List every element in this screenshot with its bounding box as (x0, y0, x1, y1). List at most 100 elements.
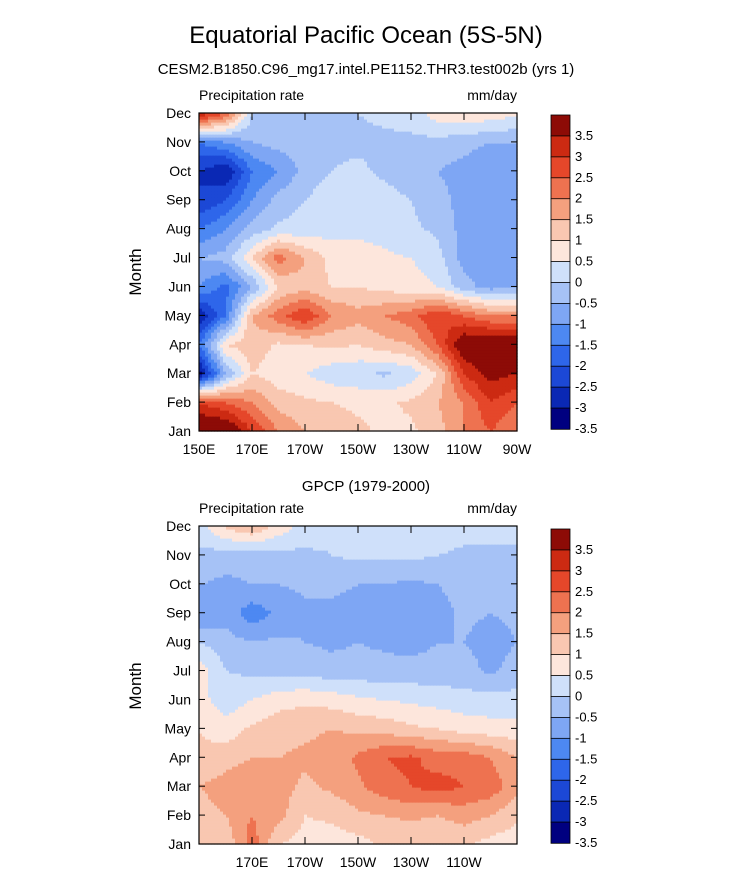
contour-cell (409, 389, 413, 393)
contour-cell (379, 329, 383, 333)
contour-cell (508, 371, 512, 375)
contour-cell (331, 386, 335, 390)
contour-cell (454, 410, 458, 414)
contour-cell (229, 398, 233, 402)
contour-cell (217, 368, 221, 372)
contour-cell (319, 326, 323, 330)
contour-cell (454, 419, 458, 423)
contour-cell (259, 338, 263, 342)
contour-cell (364, 323, 368, 327)
contour-cell (265, 311, 269, 315)
contour-cell (412, 380, 416, 384)
contour-cell (391, 323, 395, 327)
contour-cell (259, 347, 263, 351)
contour-cell (223, 320, 227, 324)
contour-cell (511, 335, 515, 339)
contour-cell (268, 314, 272, 318)
contour-cell (292, 404, 296, 408)
contour-cell (217, 335, 221, 339)
contour-cell (223, 371, 227, 375)
contour-cell (241, 362, 245, 366)
contour-cell (337, 401, 341, 405)
contour-cell (391, 377, 395, 381)
contour-cell (436, 374, 440, 378)
contour-cell (457, 314, 461, 318)
contour-cell (388, 356, 392, 360)
contour-cell (448, 356, 452, 360)
contour-cell (508, 314, 512, 318)
contour-cell (223, 332, 227, 336)
contour-cell (199, 326, 203, 330)
contour-cell (427, 335, 431, 339)
contour-cell (475, 308, 479, 312)
contour-cell (505, 395, 509, 399)
contour-cell (409, 422, 413, 426)
contour-cell (280, 344, 284, 348)
contour-cell (385, 368, 389, 372)
contour-cell (343, 380, 347, 384)
contour-cell (223, 350, 227, 354)
contour-cell (403, 368, 407, 372)
contour-cell (475, 371, 479, 375)
contour-cell (346, 332, 350, 336)
contour-cell (283, 413, 287, 417)
contour-cell (424, 353, 428, 357)
contour-cell (358, 383, 362, 387)
contour-cell (508, 419, 512, 423)
contour-cell (511, 308, 515, 312)
contour-cell (199, 410, 203, 414)
contour-cell (319, 350, 323, 354)
contour-cell (274, 428, 278, 432)
contour-cell (391, 368, 395, 372)
contour-cell (406, 359, 410, 363)
contour-cell (385, 422, 389, 426)
contour-cell (466, 365, 470, 369)
contour-cell (277, 338, 281, 342)
contour-cell (451, 377, 455, 381)
contour-cell (313, 326, 317, 330)
panel-1: JanFebMarAprMayJunJulAugSepOctNovDec150E… (126, 87, 532, 457)
contour-cell (424, 371, 428, 375)
contour-cell (415, 308, 419, 312)
contour-cell (463, 419, 467, 423)
contour-cell (463, 407, 467, 411)
contour-cell (457, 425, 461, 429)
contour-cell (385, 404, 389, 408)
contour-cell (415, 353, 419, 357)
contour-cell (307, 413, 311, 417)
contour-cell (484, 380, 488, 384)
contour-cell (277, 428, 281, 432)
contour-cell (337, 356, 341, 360)
contour-cell (511, 320, 515, 324)
contour-cell (253, 356, 257, 360)
contour-cell (343, 332, 347, 336)
contour-cell (376, 419, 380, 423)
contour-cell (484, 314, 488, 318)
contour-cell (298, 371, 302, 375)
contour-cell (391, 422, 395, 426)
contour-cell (448, 344, 452, 348)
contour-cell (286, 392, 290, 396)
contour-cell (325, 368, 329, 372)
contour-cell (499, 383, 503, 387)
contour-cell (283, 368, 287, 372)
contour-cell (475, 350, 479, 354)
contour-cell (244, 350, 248, 354)
contour-cell (385, 344, 389, 348)
contour-cell (226, 353, 230, 357)
contour-cell (361, 425, 365, 429)
contour-cell (355, 422, 359, 426)
contour-cell (370, 428, 374, 432)
contour-cell (280, 323, 284, 327)
contour-cell (268, 359, 272, 363)
contour-cell (250, 347, 254, 351)
contour-cell (265, 392, 269, 396)
contour-cell (322, 410, 326, 414)
contour-cell (298, 404, 302, 408)
contour-cell (211, 371, 215, 375)
contour-cell (382, 383, 386, 387)
contour-cell (496, 386, 500, 390)
contour-cell (490, 389, 494, 393)
contour-cell (301, 428, 305, 432)
contour-cell (346, 353, 350, 357)
